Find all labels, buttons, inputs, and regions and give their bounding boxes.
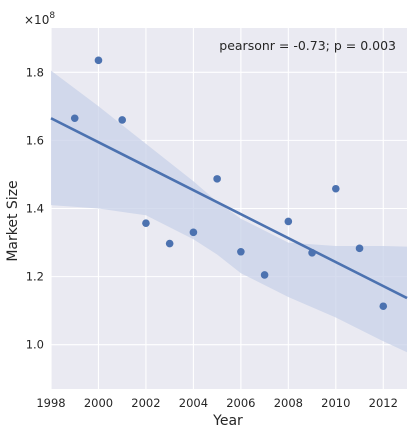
data-point bbox=[284, 217, 293, 226]
x-tick-label: 2006 bbox=[226, 396, 255, 410]
x-tick-label: 2008 bbox=[274, 396, 303, 410]
x-tick-label: 2002 bbox=[131, 396, 160, 410]
x-tick-label: 2012 bbox=[369, 396, 398, 410]
y-tick-labels: 1.0 1.2 1.4 1.6 1.8 bbox=[26, 65, 44, 351]
data-point bbox=[260, 271, 269, 279]
data-point bbox=[213, 175, 221, 183]
data-point bbox=[379, 302, 388, 311]
data-point bbox=[332, 184, 340, 193]
data-point bbox=[94, 56, 103, 65]
y-tick-label: 1.6 bbox=[26, 133, 44, 147]
data-point bbox=[118, 116, 126, 124]
x-tick-label: 2010 bbox=[321, 396, 350, 410]
y-offset-base: ×10 bbox=[24, 13, 49, 27]
data-points bbox=[70, 56, 388, 311]
y-offset-exponent: 8 bbox=[49, 11, 55, 21]
x-axis-label: Year bbox=[212, 413, 243, 429]
data-point bbox=[142, 219, 150, 227]
x-tick-label: 2004 bbox=[179, 396, 208, 410]
y-offset-text: ×108 bbox=[24, 11, 55, 27]
x-tick-label: 1998 bbox=[36, 396, 65, 410]
y-tick-label: 1.0 bbox=[26, 338, 44, 352]
y-tick-label: 1.2 bbox=[26, 270, 44, 284]
x-tick-label: 2000 bbox=[84, 396, 113, 410]
data-point bbox=[189, 228, 198, 237]
data-point bbox=[70, 114, 79, 123]
pearsonr-annotation: pearsonr = -0.73; p = 0.003 bbox=[219, 38, 396, 53]
data-point bbox=[237, 247, 245, 256]
x-tick-labels: 1998 2000 2002 2004 2006 2008 2010 2012 bbox=[36, 396, 398, 410]
data-point bbox=[355, 244, 364, 253]
y-tick-label: 1.4 bbox=[26, 202, 44, 216]
regression-line bbox=[50, 117, 408, 300]
y-axis-label: Market Size bbox=[5, 180, 21, 261]
y-tick-label: 1.8 bbox=[26, 65, 44, 79]
confidence-band bbox=[51, 70, 407, 353]
data-point bbox=[165, 239, 174, 248]
data-point bbox=[308, 248, 316, 257]
